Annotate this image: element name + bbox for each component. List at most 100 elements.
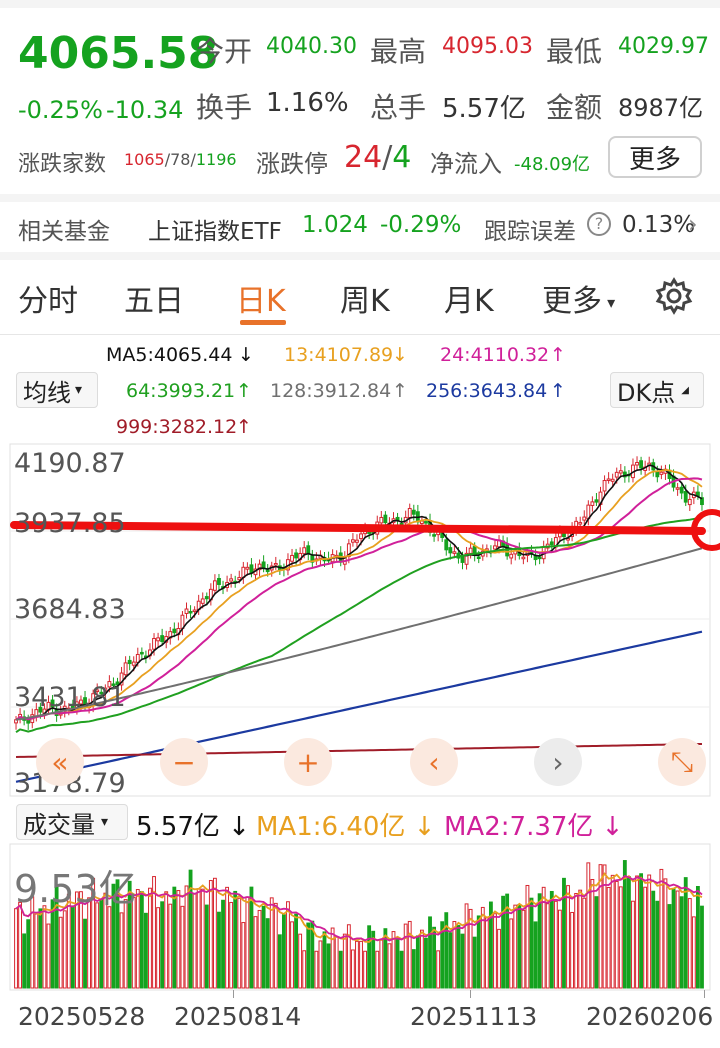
volume-bar	[355, 940, 359, 989]
tab-monthly-k[interactable]: 月K	[444, 284, 494, 319]
candle-body	[273, 563, 278, 566]
limit-up: 24	[344, 140, 383, 175]
candle-body	[448, 547, 453, 554]
tab-weekly-k[interactable]: 周K	[340, 284, 390, 319]
volume-bar	[488, 901, 493, 989]
zoom-in-icon[interactable]: +	[284, 738, 332, 786]
volume-bar	[602, 864, 607, 989]
high-label: 最高	[370, 35, 427, 68]
volume-bar	[464, 903, 469, 989]
limit-values: 24/4	[344, 140, 411, 175]
fullscreen-icon[interactable]: ⤡	[658, 738, 706, 786]
volume-bar	[614, 880, 619, 989]
tab-daily-k[interactable]: 日K	[236, 284, 286, 319]
volume-bar	[480, 906, 485, 989]
volume-bar	[679, 896, 684, 989]
volume-bar	[582, 897, 587, 989]
next-icon[interactable]: ›	[534, 738, 582, 786]
volume-selector[interactable]: 成交量 ▾	[16, 804, 128, 840]
fund-change: -0.29%	[380, 212, 462, 238]
rewind-icon[interactable]: «	[36, 738, 84, 786]
active-tab-indicator	[240, 320, 286, 325]
high-value: 4095.03	[442, 34, 533, 59]
prev-icon[interactable]: ‹	[410, 738, 458, 786]
volume-chart[interactable]	[0, 842, 720, 992]
volume-bar	[237, 897, 242, 989]
volume-bar	[322, 931, 327, 989]
volume-bar	[261, 905, 266, 989]
candle-body	[350, 539, 355, 543]
fund-name[interactable]: 上证指数ETF	[148, 219, 282, 245]
ma-selector[interactable]: 均线 ▾	[16, 372, 98, 408]
volume-bar	[529, 897, 534, 989]
candle-body	[200, 598, 205, 604]
price-chart[interactable]	[0, 442, 720, 798]
candle-body	[614, 471, 619, 478]
volume-value-text: 5.57亿	[136, 812, 220, 842]
volume-bar	[407, 920, 412, 989]
volume-bar	[192, 892, 197, 989]
volume-bar	[38, 908, 43, 989]
candle-body	[606, 478, 611, 481]
volume-bar	[659, 868, 664, 989]
volume-bar	[432, 926, 437, 989]
volume-bar	[452, 921, 457, 989]
volume-bar	[290, 921, 294, 989]
section-divider-2	[0, 252, 720, 260]
low-value: 4029.97	[618, 34, 709, 59]
volume-bar	[298, 933, 303, 989]
candle-body	[610, 478, 615, 482]
volume-bar	[501, 895, 506, 989]
limit-sep: /	[382, 140, 393, 175]
zoom-out-icon[interactable]: −	[160, 738, 208, 786]
volume-bar	[83, 918, 87, 989]
volume-bar	[314, 950, 319, 989]
candle-body	[302, 547, 307, 555]
tab-five-day[interactable]: 五日	[124, 284, 184, 319]
ma13-arrow: ↓	[392, 344, 408, 366]
ma128-legend: 128:3912.84	[270, 380, 392, 402]
tab-intraday[interactable]: 分时	[18, 284, 78, 319]
date-label-1: 20250814	[174, 1002, 302, 1031]
candle-body	[444, 539, 449, 551]
volume-bar	[253, 916, 258, 989]
chevron-right-icon[interactable]: ›	[688, 210, 698, 238]
limit-label: 涨跌停	[256, 150, 328, 178]
caret-down-icon: ▾	[75, 382, 83, 398]
volume-bar	[152, 876, 156, 989]
candle-body	[188, 611, 193, 614]
candle-body	[237, 577, 242, 581]
candle-body	[111, 683, 116, 686]
more-button[interactable]: 更多	[608, 136, 702, 178]
tab-more[interactable]: 更多 ▾	[542, 276, 615, 320]
volume-bar	[168, 903, 173, 989]
volume-bar	[578, 889, 583, 989]
volume-bar	[18, 901, 23, 989]
candle-body	[683, 490, 688, 503]
gear-icon[interactable]	[654, 276, 694, 316]
volume-bar	[675, 890, 680, 989]
volume-bar	[493, 913, 497, 989]
breadth-label: 涨跌家数	[18, 152, 107, 177]
volume-bar	[484, 917, 489, 989]
volume-bar	[476, 915, 481, 989]
candle-body	[582, 516, 587, 521]
candle-body	[229, 578, 234, 582]
volume-bar	[643, 886, 648, 989]
ma64-legend: 64:3993.21	[126, 380, 236, 402]
volume-bar	[180, 905, 185, 989]
volume-bar	[95, 902, 100, 989]
dk-point-button[interactable]: DK点 ◢	[610, 372, 704, 408]
volume-bar	[286, 901, 290, 989]
question-circle-icon[interactable]: ?	[587, 212, 611, 236]
fund-price: 1.024	[302, 212, 368, 238]
breadth-sep-2: /	[190, 150, 196, 169]
tab-more-label: 更多	[542, 284, 602, 319]
volume-bar	[541, 886, 546, 989]
volume-bar	[318, 940, 323, 989]
netflow-label: 净流入	[430, 150, 502, 178]
amount-value: 8987亿	[618, 94, 704, 122]
volume-bar	[294, 913, 299, 989]
candle-body	[659, 471, 664, 475]
volume-bar	[334, 936, 339, 989]
